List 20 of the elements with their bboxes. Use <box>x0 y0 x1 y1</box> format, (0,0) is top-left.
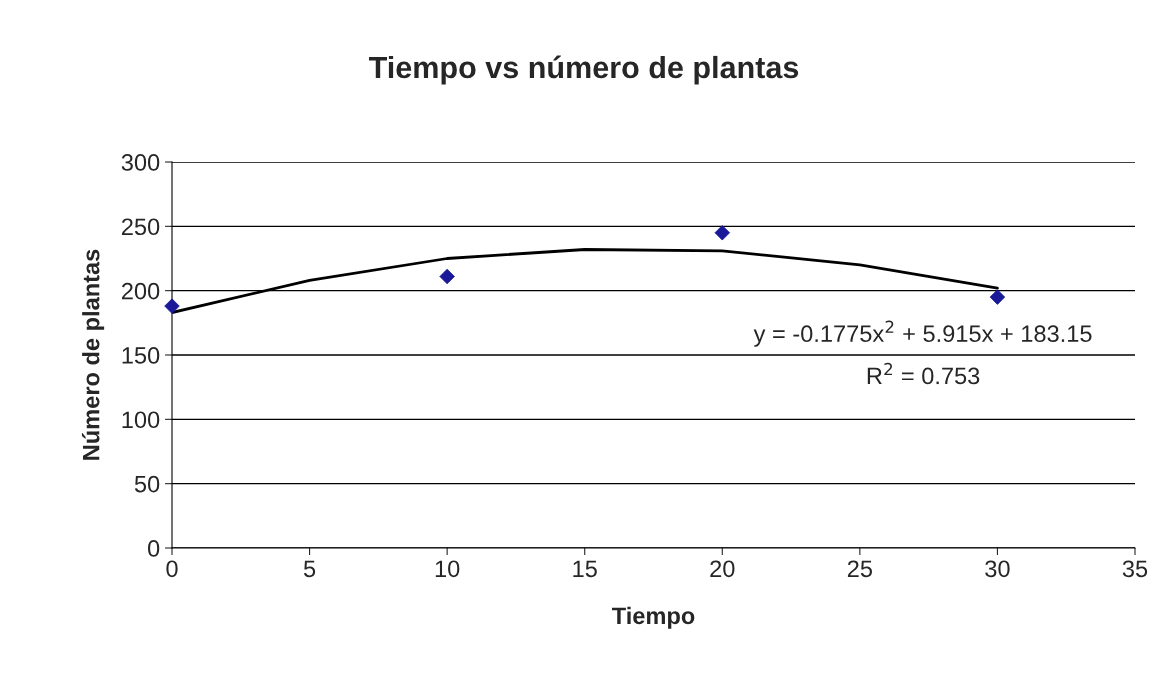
x-tick-label: 10 <box>435 560 460 578</box>
x-tick-label: 25 <box>847 560 872 578</box>
annotation: y = -0.1775x$^{2}$ + 5.915x + 183.15 <box>753 320 1092 347</box>
annotation: R$^{2}$ = 0.753 <box>867 362 980 385</box>
y-tick-label: 250 <box>121 218 160 236</box>
y-tick-label: 50 <box>134 475 160 493</box>
y-tick-label: 300 <box>121 154 160 171</box>
x-tick-label: 15 <box>573 560 597 578</box>
x-axis-title: Tiempo <box>612 606 695 629</box>
y-axis-title: Número de plantas <box>81 249 105 460</box>
y-tick-label: 100 <box>122 411 160 429</box>
y-tick-label: 200 <box>121 282 160 300</box>
x-tick-label: 20 <box>710 560 735 578</box>
x-tick-label: 0 <box>166 560 178 578</box>
x-tick-label: 5 <box>303 560 316 578</box>
x-tick-label: 30 <box>985 560 1010 578</box>
y-tick-label: 0 <box>147 540 160 557</box>
y-tick-label: 150 <box>122 347 160 364</box>
chart-title: Tiempo vs número de plantas <box>368 55 799 85</box>
x-tick-label: 35 <box>1122 560 1148 578</box>
